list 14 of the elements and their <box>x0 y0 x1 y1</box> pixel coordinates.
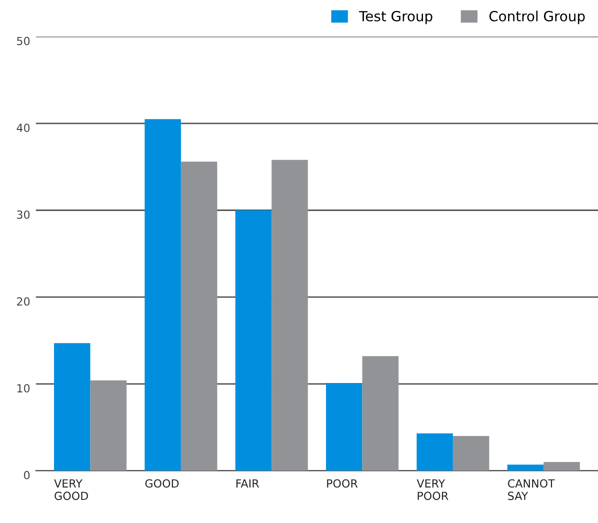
y-tick-label: 10 <box>17 384 30 392</box>
y-tick-label: 50 <box>17 36 30 46</box>
y-tick-label: 20 <box>17 297 30 306</box>
y-tick-label: 40 <box>16 124 30 132</box>
x-tick-label: POOR <box>327 479 358 488</box>
y-tick-label: 30 <box>17 210 30 219</box>
legend-label: Control Group <box>489 10 585 24</box>
x-tick-label: VERY GOOD <box>54 479 88 500</box>
y-tick-label: 0 <box>24 470 30 480</box>
x-tick-label: GOOD <box>145 479 179 488</box>
x-tick-label: CANNOT SAY <box>508 479 555 500</box>
x-tick-label: VERY POOR <box>416 479 448 500</box>
legend-label: Test Group <box>358 10 432 24</box>
x-tick-label: FAIR <box>236 479 259 488</box>
